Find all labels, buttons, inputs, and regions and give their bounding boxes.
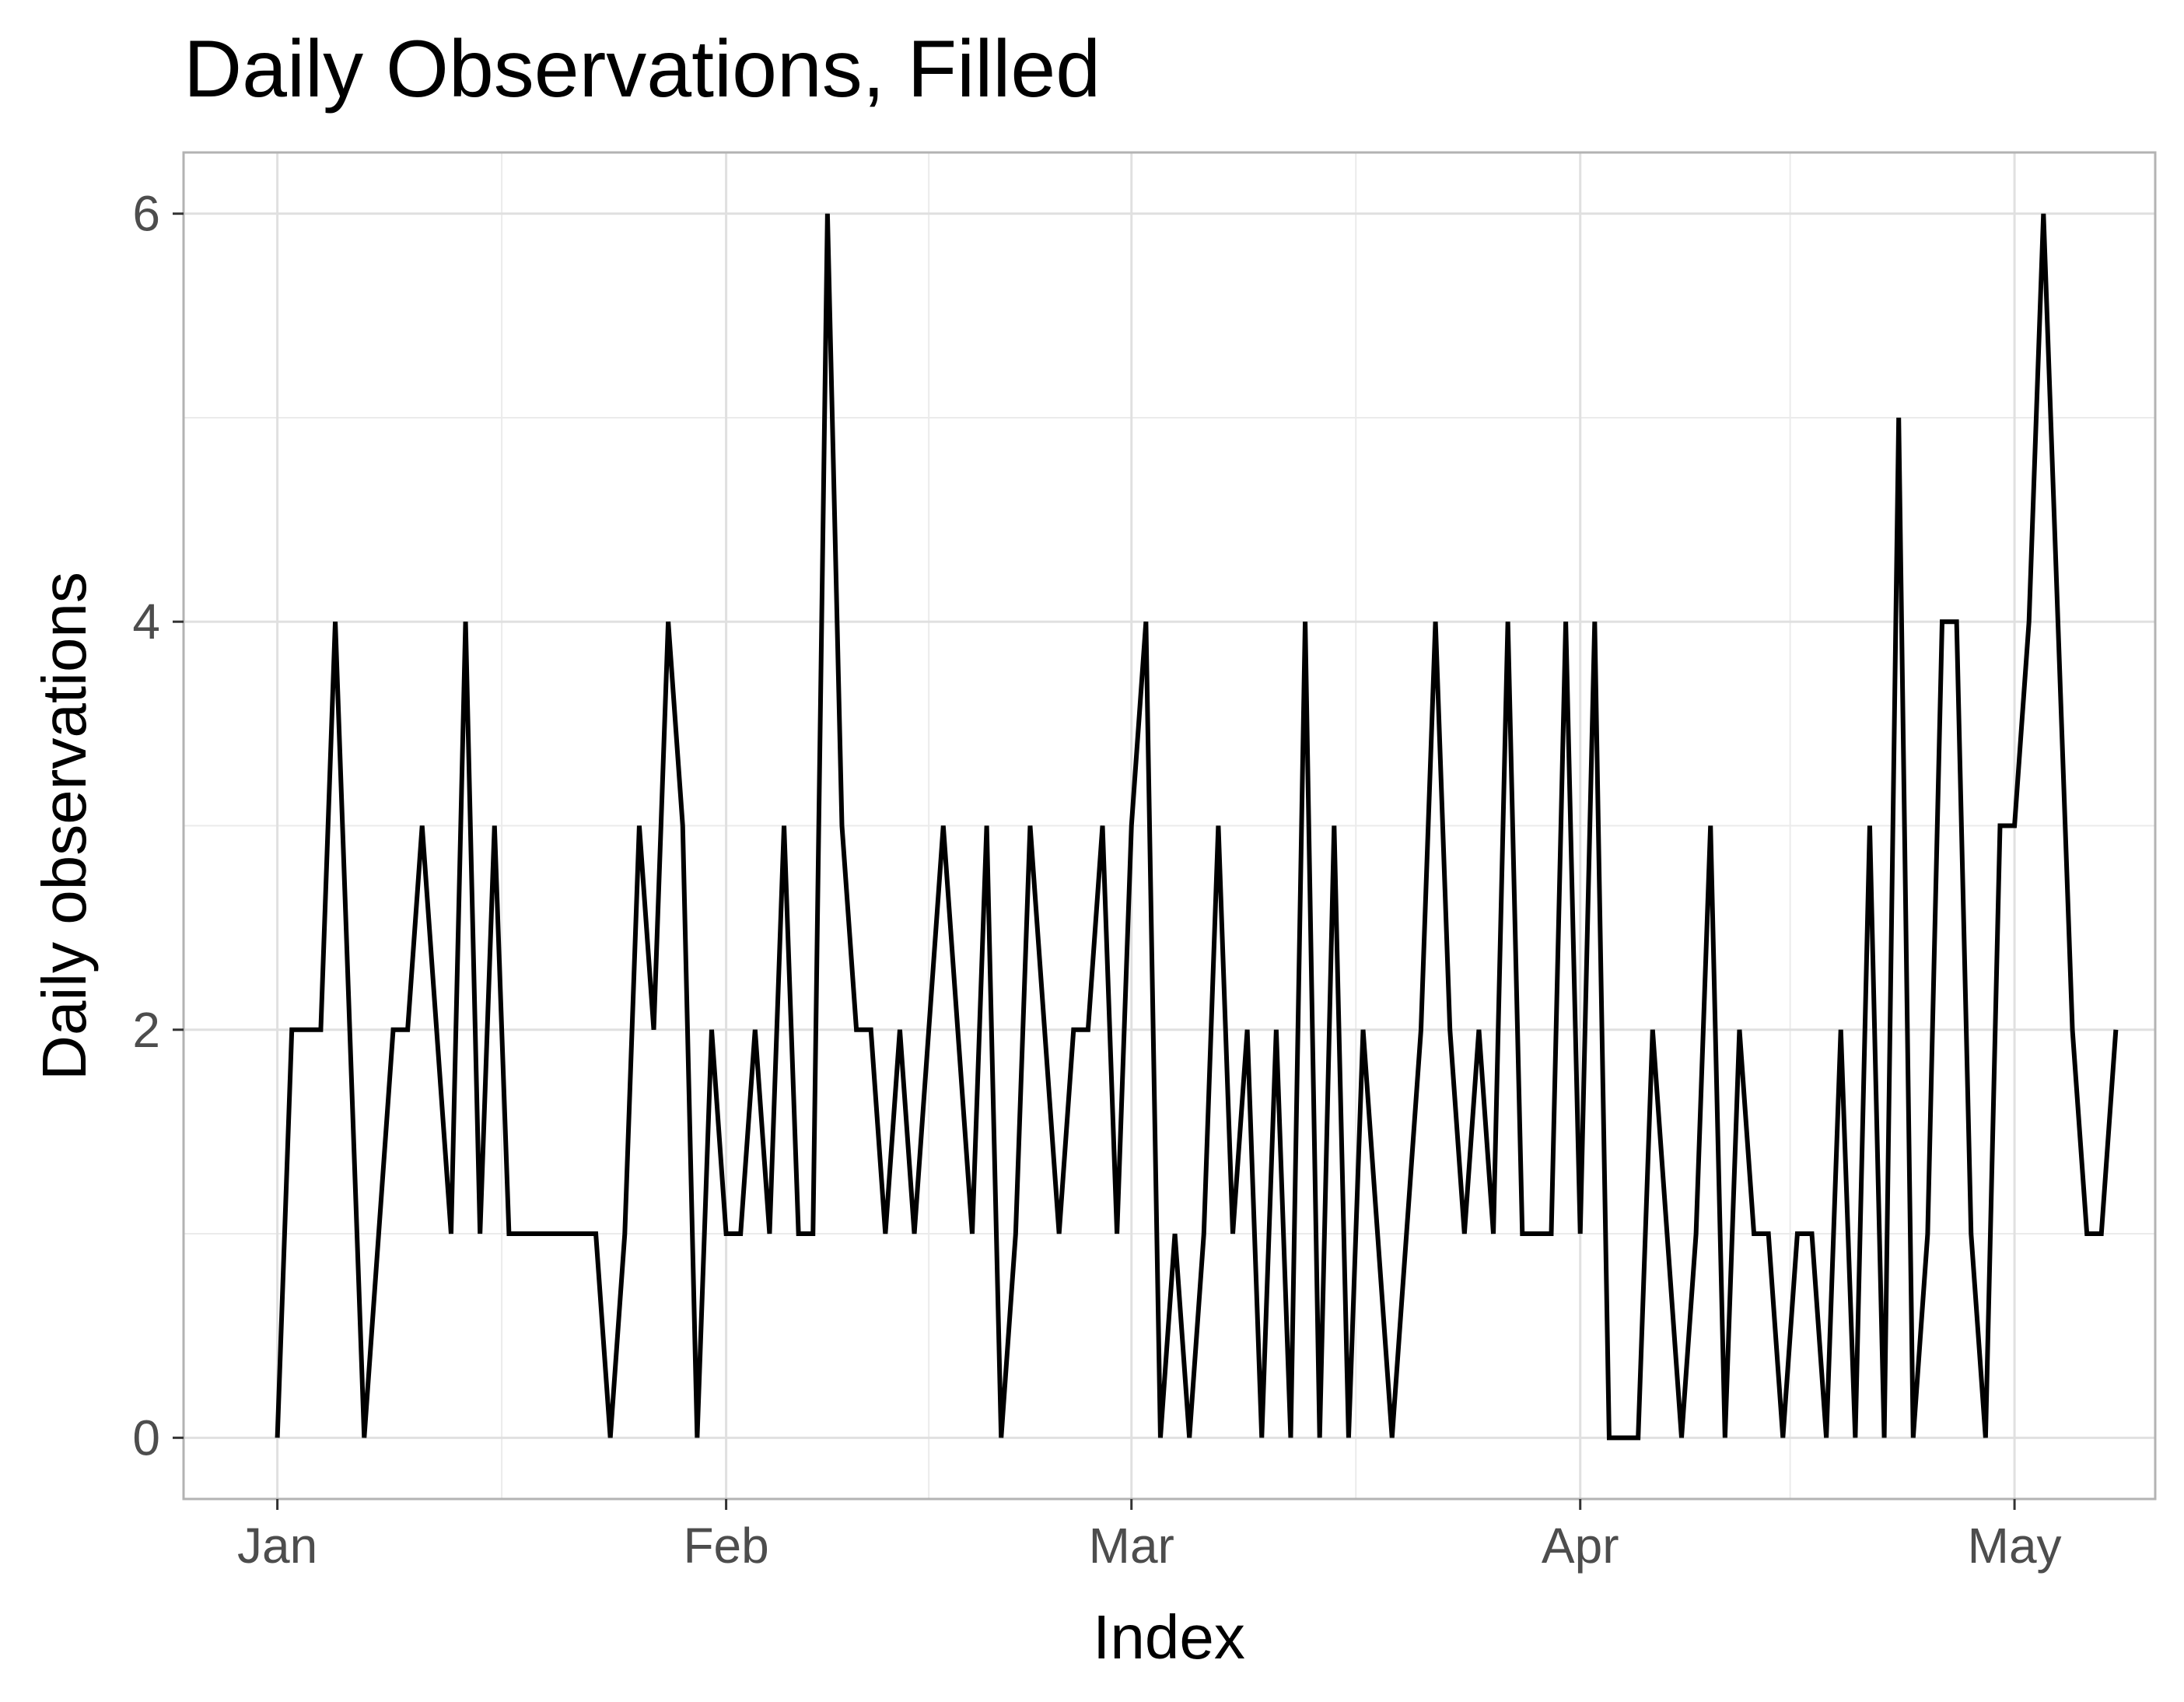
y-tick-label: 0 (132, 1410, 160, 1466)
chart-title: Daily Observations, Filled (184, 24, 1101, 114)
y-tick-label: 6 (132, 186, 160, 242)
y-axis-title: Daily observations (30, 572, 99, 1080)
x-axis: Jan Feb Mar Apr May (237, 1499, 2062, 1574)
x-tick-label: May (1968, 1518, 2062, 1574)
y-axis: 0 2 4 6 (132, 186, 184, 1466)
x-tick-label: Apr (1542, 1518, 1619, 1574)
y-tick-label: 4 (132, 594, 160, 650)
plot-panel (182, 151, 2157, 1501)
y-tick-label: 2 (132, 1002, 160, 1058)
x-tick-label: Feb (683, 1518, 768, 1574)
x-axis-title: Index (1093, 1602, 1245, 1672)
series-layer (275, 213, 2119, 1441)
panel-border (182, 151, 2157, 1501)
series-line (275, 213, 2119, 1441)
x-tick-label: Mar (1089, 1518, 1174, 1574)
x-tick-label: Jan (237, 1518, 317, 1574)
